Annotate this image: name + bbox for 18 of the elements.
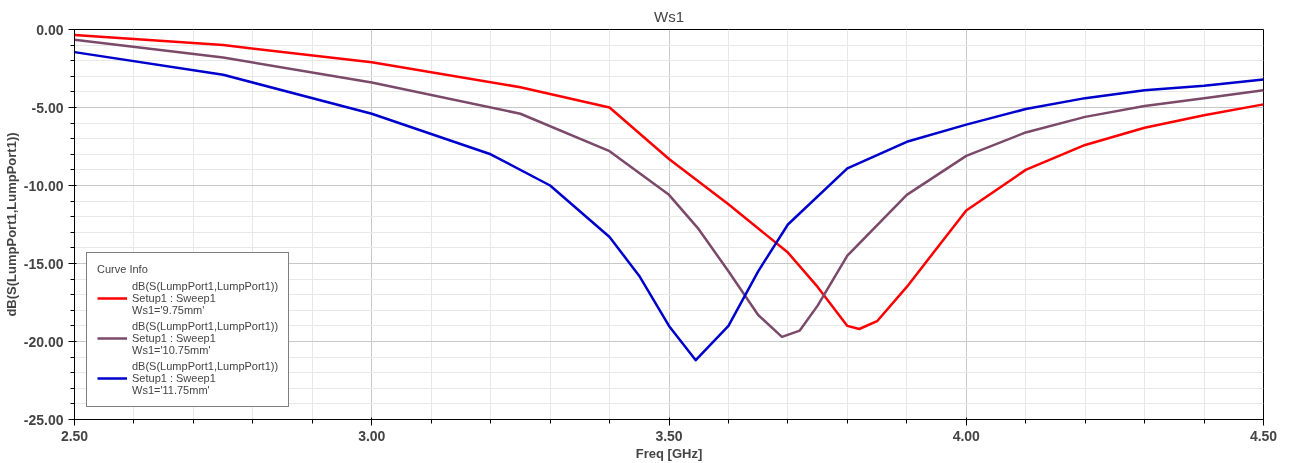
y-axis-title: dB(S(LumpPort1,LumpPort1)) bbox=[3, 132, 19, 317]
y-tick-label: -5.00 bbox=[31, 99, 64, 116]
chart-title: Ws1 bbox=[654, 7, 684, 25]
x-tick-label: 2.50 bbox=[60, 427, 89, 444]
x-axis-title: Freq [GHz] bbox=[635, 445, 703, 461]
legend-label: dB(S(LumpPort1,LumpPort1)) Setup1 : Sweep1 Ws1='9.75mm' bbox=[132, 280, 279, 316]
y-tick-label: -25.00 bbox=[23, 411, 64, 428]
legend-label: dB(S(LumpPort1,LumpPort1)) Setup1 : Sweep1 Ws1='11.75mm' bbox=[132, 360, 279, 396]
x-tick-label: 3.50 bbox=[655, 427, 683, 444]
x-tick-label: 4.00 bbox=[952, 427, 981, 444]
x-tick-label: 4.50 bbox=[1249, 427, 1278, 444]
y-tick-label: -10.00 bbox=[23, 177, 64, 194]
x-tick-label: 3.00 bbox=[358, 427, 386, 444]
legend-label: dB(S(LumpPort1,LumpPort1)) Setup1 : Sweep1 Ws1='10.75mm' bbox=[132, 320, 279, 356]
y-tick-label: 0.00 bbox=[36, 21, 64, 38]
y-tick-label: -20.00 bbox=[23, 333, 64, 350]
y-tick-label: -15.00 bbox=[23, 255, 64, 272]
legend-title: Curve Info bbox=[97, 263, 149, 275]
